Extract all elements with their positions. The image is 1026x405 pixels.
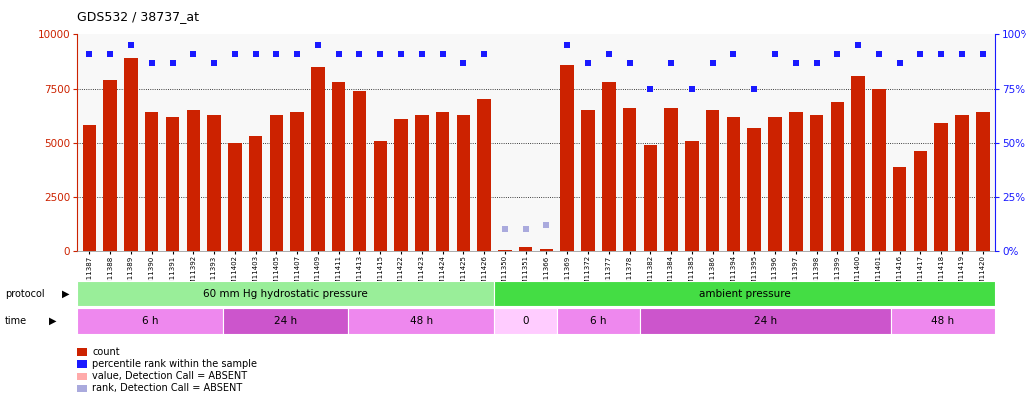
Bar: [582, 110, 595, 251]
Bar: [290, 113, 304, 251]
Text: GDS532 / 38737_at: GDS532 / 38737_at: [77, 10, 199, 23]
Text: ▶: ▶: [49, 316, 56, 326]
Bar: [748, 128, 761, 251]
Bar: [499, 250, 512, 251]
Text: 24 h: 24 h: [754, 316, 778, 326]
Bar: [602, 82, 616, 251]
Bar: [560, 65, 574, 251]
Bar: [685, 141, 699, 251]
Bar: [249, 136, 263, 251]
Bar: [665, 108, 678, 251]
Bar: [976, 113, 989, 251]
Text: percentile rank within the sample: percentile rank within the sample: [92, 359, 258, 369]
Bar: [640, 308, 891, 334]
Bar: [935, 123, 948, 251]
Bar: [373, 141, 387, 251]
Bar: [311, 67, 324, 251]
Bar: [145, 113, 158, 251]
Bar: [891, 308, 995, 334]
Bar: [124, 58, 137, 251]
Text: 60 mm Hg hydrostatic pressure: 60 mm Hg hydrostatic pressure: [203, 289, 368, 298]
Bar: [77, 308, 223, 334]
Bar: [495, 281, 995, 306]
Bar: [436, 113, 449, 251]
Bar: [394, 119, 407, 251]
Bar: [789, 113, 802, 251]
Bar: [495, 308, 557, 334]
Bar: [623, 108, 636, 251]
Bar: [166, 117, 180, 251]
Bar: [104, 80, 117, 251]
Bar: [643, 145, 657, 251]
Bar: [810, 115, 823, 251]
Bar: [706, 110, 719, 251]
Bar: [768, 117, 782, 251]
Text: 48 h: 48 h: [409, 316, 433, 326]
Bar: [332, 82, 346, 251]
Text: rank, Detection Call = ABSENT: rank, Detection Call = ABSENT: [92, 384, 242, 393]
Bar: [187, 110, 200, 251]
Text: 24 h: 24 h: [274, 316, 298, 326]
Bar: [914, 151, 928, 251]
Bar: [207, 115, 221, 251]
Text: protocol: protocol: [5, 289, 45, 298]
Bar: [519, 247, 532, 251]
Bar: [348, 308, 495, 334]
Text: count: count: [92, 347, 120, 357]
Text: 6 h: 6 h: [142, 316, 158, 326]
Bar: [228, 143, 241, 251]
Text: 48 h: 48 h: [932, 316, 954, 326]
Text: 0: 0: [522, 316, 528, 326]
Bar: [726, 117, 740, 251]
Bar: [416, 115, 429, 251]
Bar: [77, 281, 495, 306]
Text: time: time: [5, 316, 28, 326]
Bar: [457, 115, 470, 251]
Bar: [353, 91, 366, 251]
Bar: [540, 249, 553, 251]
Bar: [557, 308, 640, 334]
Bar: [955, 115, 969, 251]
Bar: [83, 126, 96, 251]
Bar: [477, 100, 490, 251]
Text: ambient pressure: ambient pressure: [699, 289, 791, 298]
Bar: [852, 76, 865, 251]
Bar: [872, 89, 885, 251]
Bar: [893, 166, 906, 251]
Text: 6 h: 6 h: [590, 316, 607, 326]
Bar: [223, 308, 348, 334]
Bar: [831, 102, 844, 251]
Bar: [270, 115, 283, 251]
Text: ▶: ▶: [62, 289, 69, 298]
Text: value, Detection Call = ABSENT: value, Detection Call = ABSENT: [92, 371, 247, 381]
